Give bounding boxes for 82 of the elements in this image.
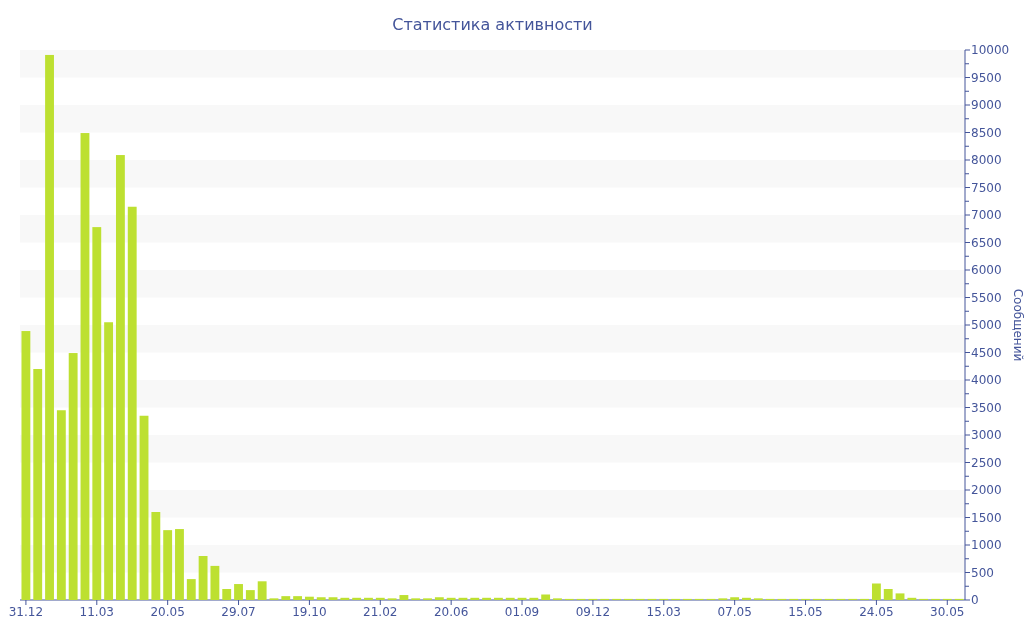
y2-tick-label: 9000	[971, 98, 1002, 112]
y2-axis-title: Сообщений	[1011, 288, 1024, 362]
x-tick-label: 19.10	[292, 605, 327, 619]
y2-tick-label: 1000	[971, 538, 1002, 552]
bar	[281, 596, 291, 600]
y2-tick-label: 6000	[971, 263, 1002, 277]
bar	[434, 597, 444, 600]
bar	[316, 597, 326, 600]
x-tick-label: 07.05	[717, 605, 752, 619]
bar	[352, 597, 362, 600]
bar	[364, 597, 373, 600]
bar	[493, 597, 503, 600]
bar	[45, 54, 54, 600]
bar	[304, 596, 314, 600]
bar	[115, 155, 125, 600]
bar	[907, 597, 917, 600]
bar	[198, 556, 208, 600]
x-tick-label: 31.12	[8, 605, 44, 619]
bar	[210, 565, 220, 600]
bar	[895, 593, 905, 600]
bar	[505, 597, 515, 600]
y2-tick-label: 6500	[971, 235, 1002, 250]
x-tick-label: 24.05	[859, 605, 894, 619]
bar	[257, 581, 267, 600]
x-tick-label: 20.06	[433, 605, 469, 619]
bar	[33, 369, 43, 600]
bar	[245, 590, 255, 600]
x-tick-label: 15.05	[788, 605, 823, 619]
x-tick-label: 20.05	[150, 605, 185, 619]
y2-tick-label: 2000	[971, 483, 1002, 497]
bar	[871, 583, 881, 600]
y2-tick-label: 5000	[971, 318, 1002, 332]
y2-tick-label: 8000	[971, 153, 1002, 167]
y2-tick-label: 10000	[971, 43, 1010, 57]
y2-tick-label: 1500	[971, 510, 1002, 525]
bar	[68, 353, 78, 600]
bar	[529, 597, 539, 600]
bar	[730, 597, 740, 600]
y2-tick-label: 8500	[971, 125, 1002, 140]
y2-tick-label: 3000	[971, 428, 1002, 442]
bar	[482, 597, 492, 600]
bar	[151, 512, 161, 600]
y2-tick-label: 7000	[971, 208, 1002, 222]
bar	[139, 415, 149, 600]
x-tick-label: 30.05	[930, 605, 965, 619]
bar	[446, 597, 456, 600]
x-tick-label: 29.07	[221, 605, 256, 619]
x-tick-label: 21.02	[363, 605, 398, 619]
y2-tick-label: 9500	[971, 70, 1002, 85]
bar	[186, 579, 196, 600]
bar	[340, 597, 350, 600]
x-tick-label: 01.09	[504, 605, 540, 619]
bar	[541, 594, 551, 600]
bar	[399, 595, 409, 600]
y2-tick-label: 3500	[971, 400, 1002, 415]
bar	[234, 584, 243, 600]
x-tick-label: 11.03	[79, 605, 114, 619]
bar	[104, 322, 114, 600]
bar	[328, 597, 338, 600]
y2-tick-label: 5500	[971, 290, 1002, 305]
bar	[127, 206, 137, 600]
chart-title: Статистика активности	[392, 15, 593, 34]
y2-tick-label: 4000	[971, 373, 1002, 387]
bar	[742, 597, 751, 600]
y2-tick-label: 2500	[971, 455, 1002, 470]
y2-tick-label: 0	[971, 593, 979, 607]
bar	[470, 597, 480, 600]
x-tick-label: 15.03	[646, 605, 681, 619]
y2-tick-label: 500	[971, 565, 994, 580]
bar	[175, 529, 184, 600]
bar	[293, 596, 303, 600]
y2-tick-label: 7500	[971, 180, 1002, 195]
bar	[222, 589, 232, 600]
x-tick-label: 09.12	[575, 605, 611, 619]
bar	[883, 589, 893, 600]
bar	[21, 331, 31, 600]
bar	[56, 410, 66, 600]
bar	[92, 227, 102, 600]
bar	[163, 530, 173, 600]
y2-tick-label: 4500	[971, 345, 1002, 360]
bar	[375, 597, 385, 600]
bar	[80, 133, 90, 600]
